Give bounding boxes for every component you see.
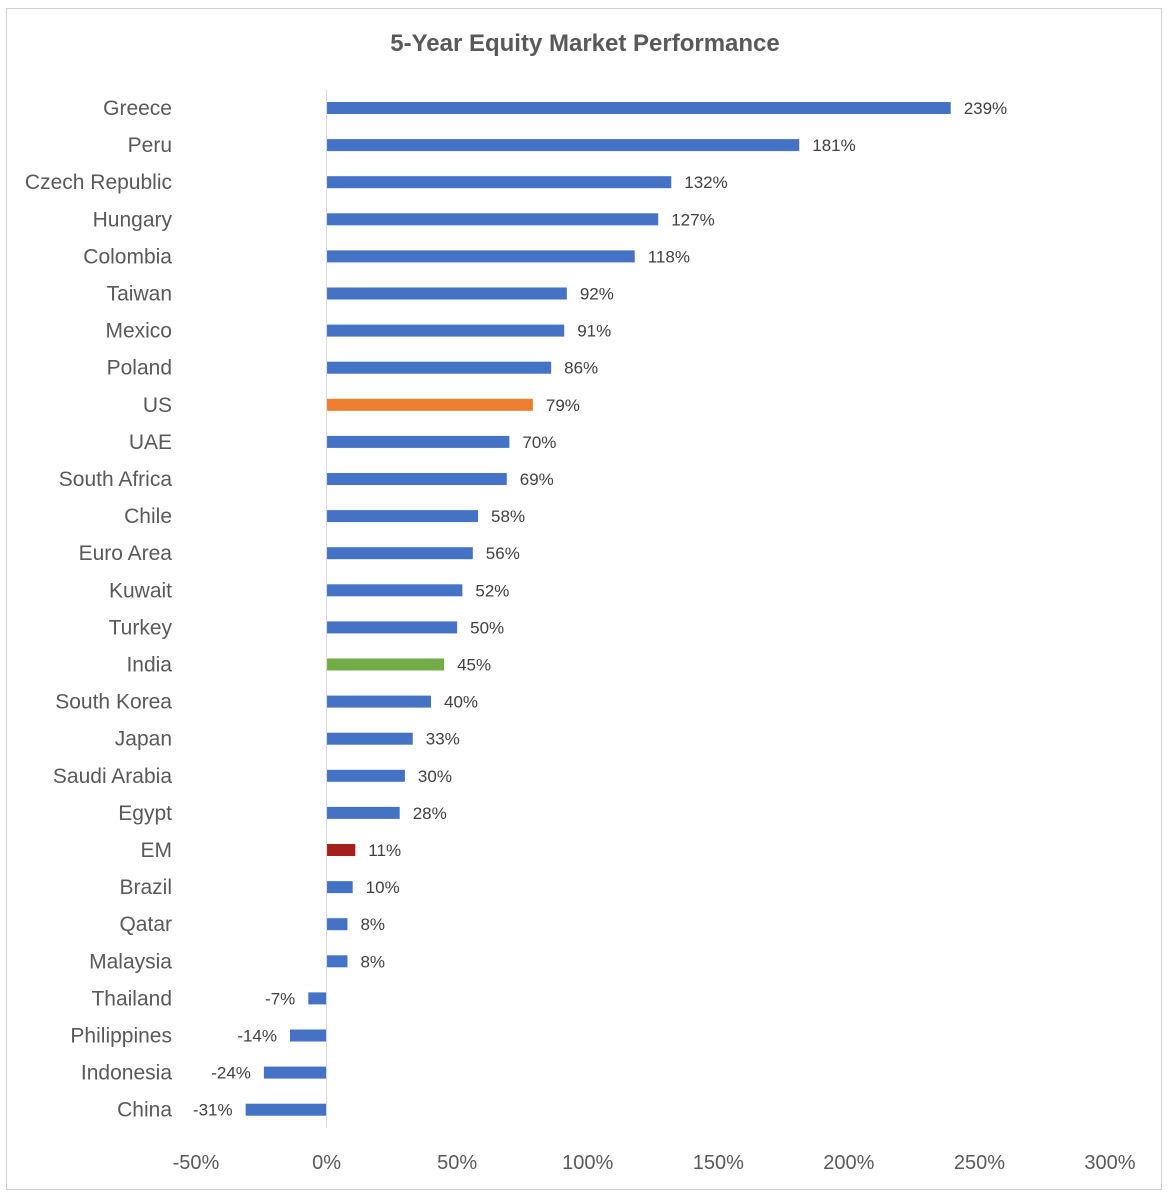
category-label-turkey: Turkey [109,616,173,639]
category-label-em: EM [141,839,173,862]
category-label-taiwan: Taiwan [107,283,172,306]
data-label-malaysia: 8% [360,952,385,971]
category-label-saudi-arabia: Saudi Arabia [53,765,172,788]
bar-india [326,658,445,671]
bar-egypt [326,806,400,819]
bar-china [245,1103,327,1116]
bar-uae [326,435,510,448]
category-label-mexico: Mexico [105,320,172,343]
category-label-czech-republic: Czech Republic [25,171,172,194]
data-label-mexico: 91% [577,322,611,341]
bar-brazil [326,881,353,894]
data-label-uae: 70% [522,433,556,452]
category-label-japan: Japan [115,728,172,751]
bar-saudi-arabia [326,769,405,782]
bar-em [326,844,356,856]
bar-indonesia [263,1066,327,1079]
category-labels-group: Greece Peru Czech Republic Hungary Colombia T… [25,97,173,1122]
data-label-south-africa: 69% [520,470,554,489]
data-label-taiwan: 92% [580,285,614,304]
data-label-greece: 239% [964,99,1007,118]
bars-group [245,102,951,1116]
data-label-em: 11% [368,841,401,860]
bar-peru [326,139,800,152]
bar-south-korea [326,695,432,708]
bar-malaysia [326,955,348,968]
bar-greece [326,102,951,114]
data-label-thailand: -7% [265,989,295,1008]
category-label-india: India [126,654,172,677]
category-label-south-africa: South Africa [59,468,173,491]
data-label-japan: 33% [426,730,460,749]
data-label-india: 45% [457,656,491,675]
category-label-south-korea: South Korea [55,691,172,714]
category-label-hungary: Hungary [93,208,173,231]
data-label-saudi-arabia: 30% [418,767,452,786]
data-label-philippines: -14% [237,1027,277,1046]
bar-kuwait [326,584,463,597]
category-label-qatar: Qatar [119,913,172,936]
bar-thailand [308,992,327,1005]
category-label-greece: Greece [103,97,172,120]
category-label-colombia: Colombia [83,245,172,268]
chart-frame [6,8,1162,1190]
x-tick-label: 200% [823,1152,874,1174]
x-tick-label: 250% [954,1152,1005,1174]
data-label-us: 79% [546,396,580,415]
category-label-philippines: Philippines [70,1025,172,1048]
x-tick-label: 0% [312,1152,341,1174]
data-labels-group: 239% 181% 132% 127% 118% 92% 91% 86% 79% 70% 69% 58… [193,99,1007,1120]
data-label-south-korea: 40% [444,693,478,712]
bar-south-africa [326,473,507,485]
bar-euro-area [326,547,473,560]
bar-hungary [326,213,659,226]
data-label-poland: 86% [564,359,598,378]
bar-mexico [326,324,565,337]
data-label-egypt: 28% [413,804,447,823]
bar-turkey [326,621,458,634]
category-label-us: US [143,394,172,417]
category-label-chile: Chile [124,505,172,528]
data-label-kuwait: 52% [475,581,509,600]
x-tick-label: 100% [562,1152,613,1174]
bar-taiwan [326,287,567,300]
data-label-czech-republic: 132% [684,173,727,192]
chart-title: 5-Year Equity Market Performance [390,30,780,57]
bar-czech-republic [326,176,672,189]
bar-japan [326,732,413,745]
category-label-poland: Poland [107,357,172,380]
x-tick-label: 150% [693,1152,744,1174]
category-label-malaysia: Malaysia [89,950,172,973]
category-label-china: China [117,1099,172,1122]
bar-poland [326,361,552,374]
bar-qatar [326,918,348,931]
data-label-qatar: 8% [360,915,385,934]
data-label-china: -31% [193,1101,233,1120]
category-label-thailand: Thailand [91,987,172,1010]
category-label-brazil: Brazil [119,876,172,899]
category-label-egypt: Egypt [118,802,172,825]
data-label-euro-area: 56% [486,544,520,563]
data-label-brazil: 10% [366,878,400,897]
x-tick-label: 300% [1084,1152,1135,1174]
bar-us [326,398,533,411]
bar-colombia [326,250,635,263]
bar-chile [326,510,479,523]
category-label-indonesia: Indonesia [81,1062,172,1085]
x-tick-label: -50% [173,1152,220,1174]
data-label-chile: 58% [491,507,525,526]
bar-philippines [290,1029,327,1042]
category-label-uae: UAE [129,431,172,454]
category-label-euro-area: Euro Area [79,542,173,565]
data-label-hungary: 127% [671,210,714,229]
data-label-peru: 181% [812,136,855,155]
data-label-colombia: 118% [648,247,690,266]
data-label-turkey: 50% [470,618,504,637]
data-label-indonesia: -24% [211,1064,251,1083]
x-tick-labels-group: -50% 0% 50% 100% 150% 200% 250% 300% [173,1152,1136,1174]
category-label-peru: Peru [128,134,172,157]
x-tick-label: 50% [437,1152,477,1174]
category-label-kuwait: Kuwait [109,579,172,602]
